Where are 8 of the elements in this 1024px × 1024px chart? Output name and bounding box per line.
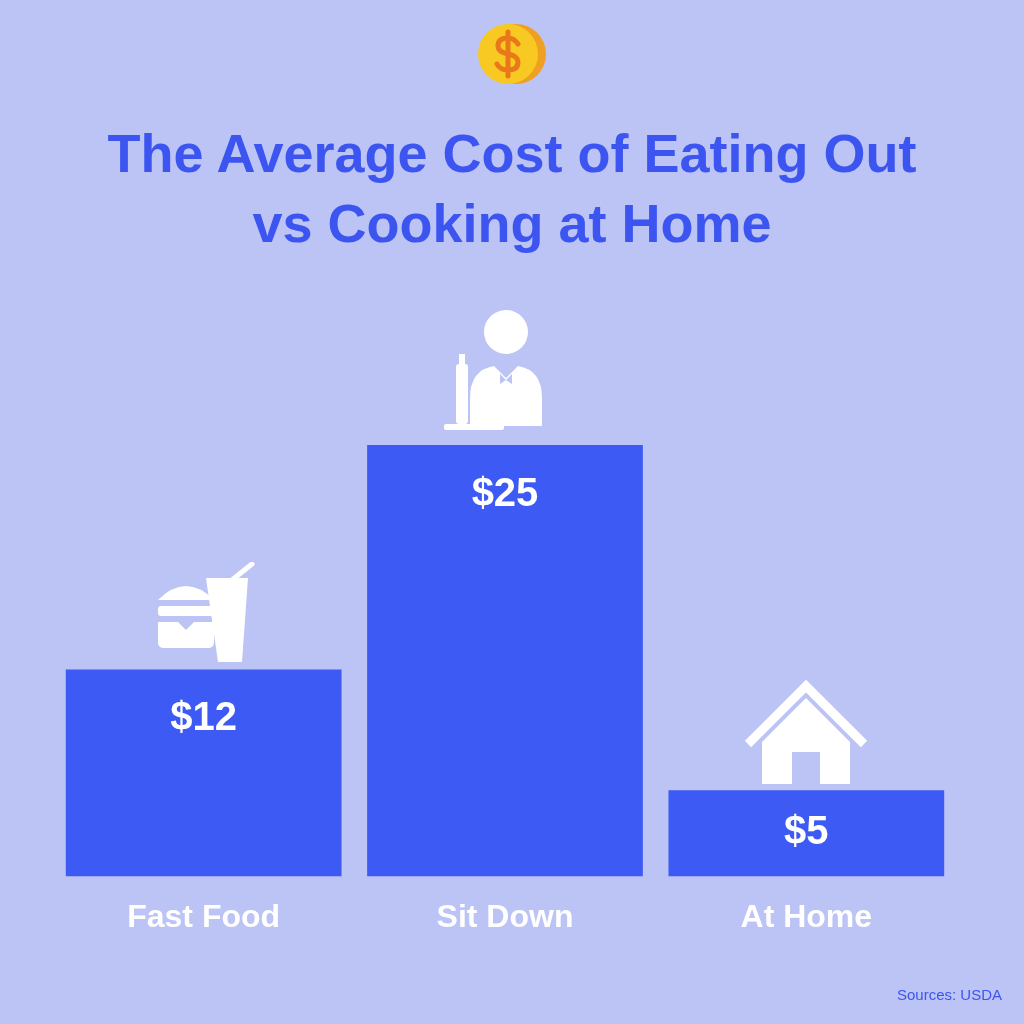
data-label: $12	[170, 694, 238, 739]
chart-title: The Average Cost of Eating Out vs Cooking at Home	[106, 122, 918, 255]
x-tick-label: Sit Down	[436, 897, 574, 934]
data-label: $5	[784, 808, 829, 853]
source-note: Sources: USDA	[896, 986, 1002, 1003]
x-tick-label: Fast Food	[127, 897, 281, 934]
data-label: $25	[471, 470, 539, 515]
x-tick-label: At Home	[740, 897, 873, 934]
